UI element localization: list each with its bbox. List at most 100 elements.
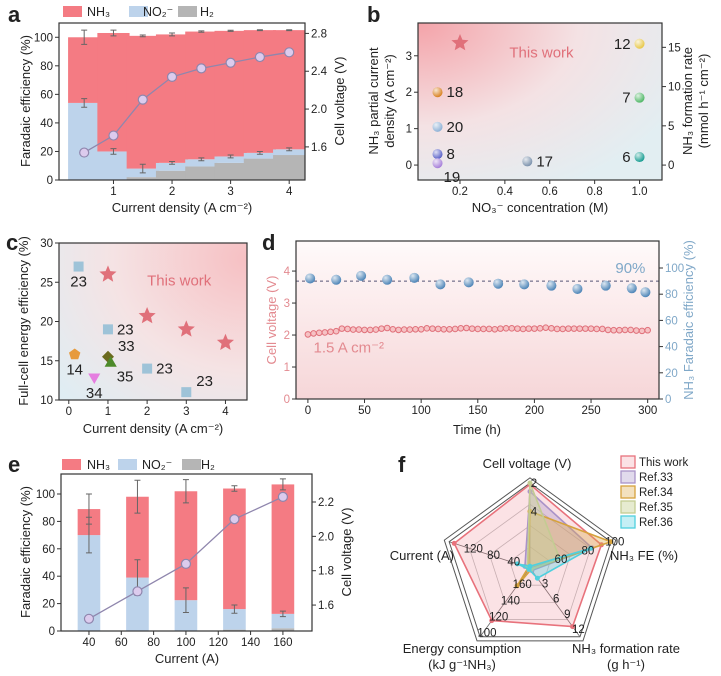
- voltage-point: [638, 327, 646, 335]
- error-bar: [227, 154, 234, 159]
- y2-tick-label: 20: [665, 368, 678, 380]
- y2-axis-title: Cell voltage (V): [332, 57, 347, 146]
- voltage-point: [400, 326, 408, 333]
- bar-segment: [214, 156, 247, 163]
- y2-tick-label: 80: [665, 289, 678, 301]
- y-tick-label: 0: [284, 394, 290, 406]
- voltage-point: [310, 330, 317, 337]
- voltage-point: [180, 558, 192, 569]
- error-bar: [85, 516, 92, 554]
- voltage-point: [627, 326, 634, 334]
- x-tick-label: 0.2: [452, 186, 468, 198]
- sphere-highlight: [432, 87, 443, 98]
- radar-point: [489, 618, 495, 624]
- x-tick-label: 4: [222, 406, 229, 418]
- y-tick-label: 10: [40, 395, 53, 407]
- radar-axis-label: (g h⁻¹): [607, 657, 645, 672]
- voltage-point: [406, 326, 414, 333]
- voltage-point: [576, 325, 584, 332]
- y-tick-label: 2: [406, 87, 412, 99]
- point-label: 12: [614, 36, 631, 53]
- y-axis-title: Cell voltage (V): [264, 276, 279, 365]
- voltage-point: [633, 327, 640, 334]
- y-tick-label: 15: [40, 356, 53, 368]
- voltage-point: [565, 325, 572, 332]
- error-bar: [256, 150, 263, 155]
- error-bar: [182, 587, 189, 614]
- voltage-point: [559, 325, 567, 333]
- sphere-highlight: [600, 280, 611, 291]
- bar-segment: [185, 31, 218, 160]
- y-tick-label: 0: [47, 175, 53, 187]
- error-bar: [286, 29, 293, 32]
- legend-label: Ref.34: [639, 487, 673, 499]
- error-bar: [182, 479, 189, 504]
- point-label: 33: [118, 338, 135, 355]
- pentagon-marker: [69, 348, 81, 360]
- radar-tick-label: 12: [572, 624, 585, 636]
- voltage-point: [284, 47, 295, 58]
- voltage-point: [525, 325, 533, 332]
- error-bar: [110, 148, 117, 155]
- bar-segment: [185, 166, 218, 180]
- bar-segment: [155, 162, 189, 171]
- legend-label: This work: [639, 457, 688, 469]
- x-tick-label: 1: [105, 406, 111, 418]
- voltage-point: [315, 329, 323, 337]
- voltage-point: [196, 63, 207, 74]
- bar-segment: [273, 149, 306, 156]
- plot-area-e: [57, 473, 316, 635]
- x-axis-title: Current (A): [155, 651, 219, 666]
- x-tick-label: 200: [525, 405, 544, 417]
- voltage-point: [536, 325, 544, 332]
- point-label: 17: [536, 153, 553, 170]
- bar-segment: [155, 170, 189, 180]
- bar-segment: [97, 151, 130, 180]
- plot-area-b: [414, 22, 666, 184]
- voltage-point: [446, 325, 453, 333]
- point-label: 23: [117, 321, 134, 338]
- x-axis-title: Current density (A cm⁻²): [112, 200, 253, 215]
- sphere-highlight: [331, 274, 342, 285]
- y-tick-label: 100: [36, 489, 55, 501]
- voltage-point: [519, 325, 527, 333]
- y2-tick-label: 2.4: [311, 66, 328, 78]
- legend-swatch: [620, 455, 636, 469]
- y-tick-label: 100: [34, 32, 53, 44]
- voltage-point: [366, 326, 374, 334]
- radar-tick-label: 4: [531, 506, 538, 518]
- sphere-highlight: [463, 277, 474, 288]
- bar-segment: [214, 30, 247, 157]
- y2-tick-label: 5: [668, 121, 674, 133]
- point-label: 35: [117, 368, 134, 385]
- voltage-point: [137, 94, 148, 105]
- voltage-point: [491, 325, 499, 333]
- voltage-point: [502, 325, 510, 332]
- plot-frame: [58, 22, 306, 181]
- y2-axis-title: NH₃ Faradaic efficiency (%): [681, 240, 696, 400]
- legend-swatch: [620, 515, 636, 529]
- y2-tick-label: 1.6: [318, 600, 334, 612]
- error-bar: [227, 29, 234, 32]
- radar-grid: [489, 525, 571, 603]
- error-bar: [279, 610, 286, 618]
- error-bar: [139, 34, 146, 38]
- y-tick-label: 80: [42, 516, 55, 528]
- radar-point: [514, 561, 520, 567]
- voltage-point: [429, 325, 436, 332]
- x-tick-label: 0.8: [587, 186, 603, 198]
- bar-segment: [68, 37, 101, 103]
- bar-segment: [214, 162, 247, 180]
- error-bar: [139, 163, 146, 174]
- radar-tick-label: 80: [581, 545, 594, 557]
- point-label: 34: [86, 385, 103, 402]
- sphere-highlight: [634, 38, 645, 49]
- x-tick-label: 0: [305, 405, 311, 417]
- y2-axis-title-line: NH₃ formation rate: [680, 47, 695, 155]
- y-tick-label: 30: [40, 238, 53, 250]
- legend-label: Ref.35: [639, 502, 673, 514]
- voltage-point: [480, 325, 487, 333]
- voltage-point: [344, 325, 351, 333]
- sphere-highlight: [519, 279, 530, 290]
- x-tick-label: 0: [66, 406, 72, 418]
